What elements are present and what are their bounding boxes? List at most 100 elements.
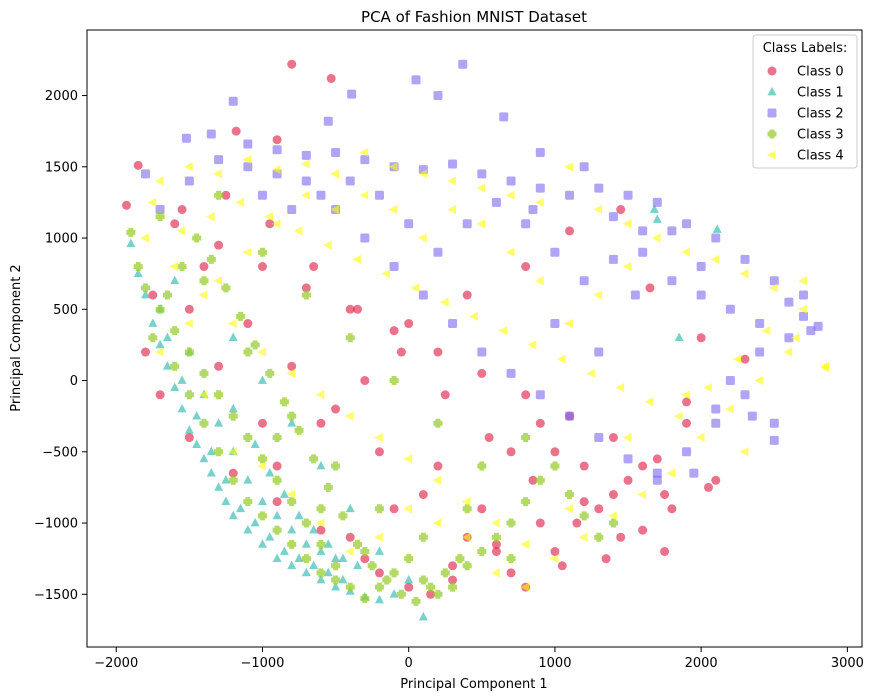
data-point bbox=[550, 319, 560, 329]
legend-marker bbox=[766, 150, 776, 160]
data-point bbox=[287, 59, 297, 69]
data-point bbox=[221, 496, 231, 506]
data-point bbox=[177, 262, 187, 272]
data-point bbox=[170, 275, 180, 285]
x-axis-label: Principal Component 1 bbox=[400, 677, 547, 692]
data-point bbox=[689, 468, 699, 478]
data-point bbox=[272, 433, 282, 443]
data-point bbox=[410, 283, 420, 293]
data-point bbox=[148, 333, 158, 343]
data-point bbox=[360, 594, 370, 604]
data-point bbox=[345, 411, 354, 421]
data-point bbox=[579, 511, 589, 521]
data-point bbox=[411, 75, 421, 85]
data-point bbox=[667, 504, 677, 514]
data-point bbox=[594, 347, 604, 357]
data-point bbox=[177, 403, 187, 413]
data-point bbox=[652, 475, 662, 485]
data-point bbox=[181, 133, 191, 143]
data-point bbox=[236, 311, 246, 321]
data-point bbox=[433, 91, 443, 101]
data-point bbox=[652, 468, 662, 478]
data-point bbox=[440, 297, 449, 307]
data-point bbox=[331, 148, 341, 158]
data-point bbox=[301, 283, 311, 293]
data-point bbox=[133, 262, 143, 272]
data-point bbox=[565, 226, 575, 236]
data-point bbox=[491, 547, 501, 557]
data-point bbox=[257, 539, 267, 548]
data-point bbox=[309, 454, 319, 464]
data-point bbox=[381, 269, 391, 279]
data-point bbox=[345, 532, 355, 542]
data-point bbox=[257, 375, 267, 384]
data-point bbox=[169, 262, 179, 272]
data-point bbox=[316, 525, 326, 535]
data-point bbox=[564, 319, 573, 329]
data-point bbox=[755, 347, 765, 357]
data-point bbox=[214, 190, 224, 200]
data-point bbox=[622, 262, 632, 272]
data-point bbox=[572, 518, 582, 528]
data-point bbox=[448, 159, 458, 169]
data-point bbox=[433, 589, 443, 599]
data-point bbox=[374, 447, 384, 457]
data-point bbox=[703, 383, 712, 393]
data-point bbox=[315, 518, 325, 528]
legend-marker bbox=[767, 108, 777, 118]
data-point bbox=[622, 219, 632, 229]
data-point bbox=[477, 547, 487, 557]
data-point bbox=[221, 283, 231, 293]
data-point bbox=[696, 262, 706, 272]
data-point bbox=[271, 165, 281, 175]
data-point bbox=[769, 435, 779, 445]
data-point bbox=[243, 162, 253, 172]
data-point bbox=[528, 205, 538, 215]
data-point bbox=[265, 467, 275, 477]
data-point bbox=[353, 304, 363, 314]
data-point bbox=[301, 567, 311, 577]
data-point bbox=[725, 404, 734, 414]
data-point bbox=[520, 539, 530, 549]
data-point bbox=[389, 262, 399, 272]
data-point bbox=[667, 226, 677, 236]
data-point bbox=[433, 461, 443, 471]
data-point bbox=[462, 290, 472, 300]
data-point bbox=[228, 468, 238, 478]
data-point bbox=[498, 326, 508, 336]
data-point bbox=[396, 589, 406, 599]
data-point bbox=[593, 290, 603, 300]
data-point bbox=[535, 276, 544, 286]
data-point bbox=[491, 532, 501, 542]
data-point bbox=[206, 446, 216, 456]
data-point bbox=[243, 319, 253, 329]
data-point bbox=[257, 496, 267, 506]
data-point bbox=[608, 212, 618, 222]
data-point bbox=[199, 262, 209, 272]
data-point bbox=[279, 397, 289, 407]
data-point bbox=[491, 568, 500, 578]
data-point bbox=[272, 475, 282, 485]
data-point bbox=[667, 276, 677, 286]
data-point bbox=[214, 240, 224, 250]
data-point bbox=[133, 268, 143, 278]
data-point bbox=[177, 375, 187, 384]
data-point bbox=[506, 518, 516, 528]
data-point bbox=[264, 212, 274, 222]
data-point bbox=[448, 561, 458, 571]
data-point bbox=[557, 354, 566, 364]
data-point bbox=[199, 418, 209, 428]
data-point bbox=[791, 333, 800, 343]
legend-label: Class 1 bbox=[797, 86, 844, 101]
data-point bbox=[403, 454, 413, 464]
data-point bbox=[360, 376, 370, 386]
legend-label: Class 0 bbox=[797, 65, 844, 80]
data-point bbox=[170, 361, 180, 371]
data-point bbox=[389, 568, 399, 578]
data-point bbox=[565, 490, 575, 500]
data-point bbox=[645, 283, 655, 293]
data-point bbox=[294, 510, 304, 520]
data-point bbox=[799, 290, 809, 300]
data-point bbox=[527, 340, 537, 350]
data-point bbox=[462, 532, 471, 542]
